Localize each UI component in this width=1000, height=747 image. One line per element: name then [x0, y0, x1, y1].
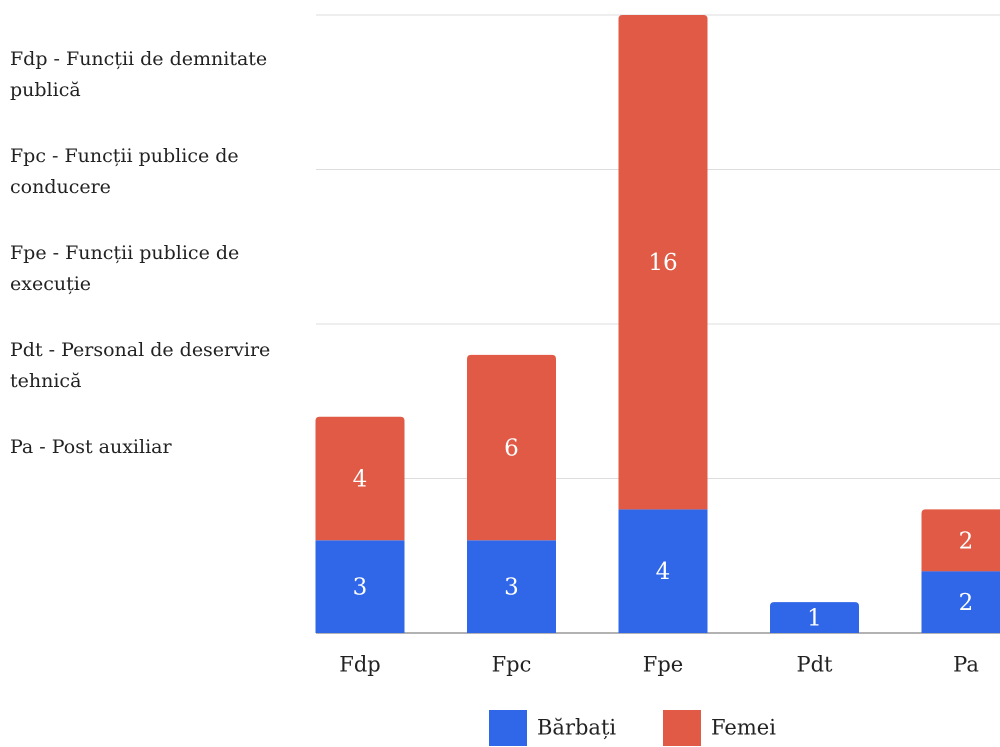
data-label: 6 — [504, 436, 519, 462]
bar-segment — [467, 540, 556, 633]
bar-segment — [315, 540, 405, 633]
data-label: 3 — [504, 575, 519, 601]
bar-segment — [315, 416, 405, 541]
legend-label: Bărbați — [537, 716, 616, 740]
data-label: 4 — [353, 467, 368, 493]
data-label: 16 — [648, 250, 677, 276]
data-label: 3 — [353, 575, 368, 601]
bar-segment — [467, 354, 556, 541]
annotation: Pa - Post auxiliar — [10, 436, 172, 458]
legend-swatch — [663, 710, 701, 746]
annotation: Fpc - Funcții publice de conducere — [10, 145, 239, 198]
annotation: Fpe - Funcții publice de execuție — [10, 242, 240, 295]
bar-segment — [618, 15, 708, 510]
data-label: 4 — [656, 559, 671, 585]
bar-segment — [921, 571, 1000, 633]
x-tick-label: Fpe — [643, 653, 683, 677]
annotation: Pdt - Personal de deservire tehnică — [10, 339, 271, 392]
x-tick-label: Pdt — [796, 653, 833, 677]
data-label: 1 — [807, 606, 822, 632]
legend-swatch — [489, 710, 527, 746]
bar-segment — [770, 602, 859, 633]
x-tick-label: Fdp — [339, 653, 380, 677]
annotations: Fdp - Funcții de demnitate publică Fpc - … — [10, 44, 295, 498]
bar-segment — [618, 509, 708, 633]
legend-label: Femei — [711, 716, 776, 740]
x-tick-label: Pa — [953, 653, 979, 677]
annotation: Fdp - Funcții de demnitate publică — [10, 48, 268, 101]
bar-segment — [921, 509, 1000, 572]
x-tick-label: Fpc — [492, 653, 532, 677]
data-label: 2 — [959, 528, 974, 554]
data-label: 2 — [959, 590, 974, 616]
